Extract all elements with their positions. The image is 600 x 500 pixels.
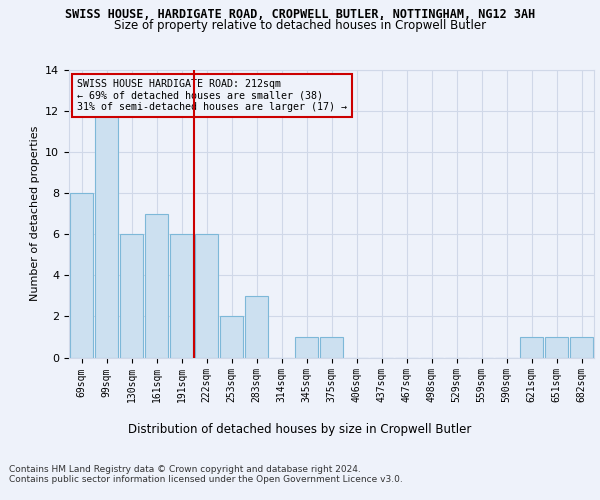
Bar bbox=[70, 193, 93, 358]
Bar bbox=[170, 234, 193, 358]
Text: Size of property relative to detached houses in Cropwell Butler: Size of property relative to detached ho… bbox=[114, 19, 486, 32]
Bar bbox=[195, 234, 218, 358]
Bar bbox=[145, 214, 168, 358]
Bar bbox=[95, 111, 118, 358]
Text: Contains public sector information licensed under the Open Government Licence v3: Contains public sector information licen… bbox=[9, 475, 403, 484]
Bar bbox=[545, 337, 568, 357]
Bar bbox=[220, 316, 243, 358]
Text: Distribution of detached houses by size in Cropwell Butler: Distribution of detached houses by size … bbox=[128, 422, 472, 436]
Text: Contains HM Land Registry data © Crown copyright and database right 2024.: Contains HM Land Registry data © Crown c… bbox=[9, 465, 361, 474]
Bar bbox=[570, 337, 593, 357]
Bar bbox=[520, 337, 543, 357]
Bar bbox=[295, 337, 318, 357]
Bar bbox=[245, 296, 268, 358]
Y-axis label: Number of detached properties: Number of detached properties bbox=[29, 126, 40, 302]
Bar bbox=[320, 337, 343, 357]
Text: SWISS HOUSE, HARDIGATE ROAD, CROPWELL BUTLER, NOTTINGHAM, NG12 3AH: SWISS HOUSE, HARDIGATE ROAD, CROPWELL BU… bbox=[65, 8, 535, 20]
Text: SWISS HOUSE HARDIGATE ROAD: 212sqm
← 69% of detached houses are smaller (38)
31%: SWISS HOUSE HARDIGATE ROAD: 212sqm ← 69%… bbox=[77, 78, 347, 112]
Bar bbox=[120, 234, 143, 358]
